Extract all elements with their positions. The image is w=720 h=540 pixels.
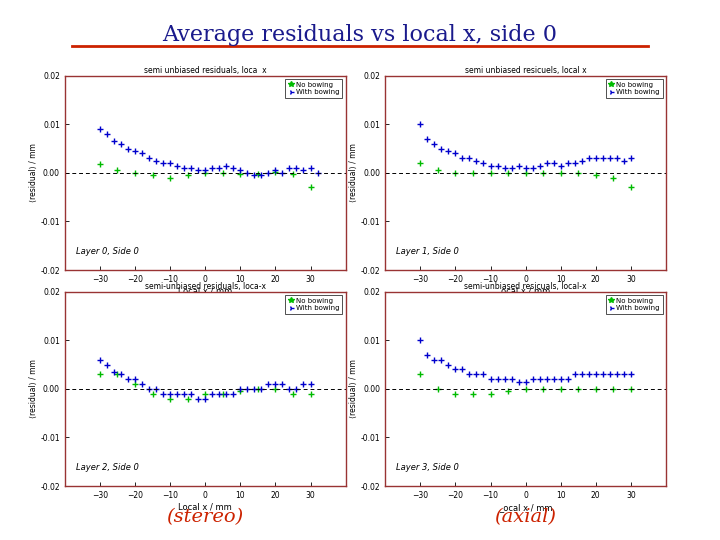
Title: semi-unbiased residuals, loca-x: semi-unbiased residuals, loca-x bbox=[145, 282, 266, 291]
Legend: No bowing, With bowing: No bowing, With bowing bbox=[606, 295, 662, 314]
Legend: No bowing, With bowing: No bowing, With bowing bbox=[285, 295, 342, 314]
Legend: No bowing, With bowing: No bowing, With bowing bbox=[285, 79, 342, 98]
Text: Layer 2, Side 0: Layer 2, Side 0 bbox=[76, 463, 139, 472]
Y-axis label: ⟨residual⟩ / mm: ⟨residual⟩ / mm bbox=[29, 359, 37, 418]
Text: Layer 3, Side 0: Layer 3, Side 0 bbox=[397, 463, 459, 472]
Legend: No bowing, With bowing: No bowing, With bowing bbox=[606, 79, 662, 98]
Text: Layer 0, Side 0: Layer 0, Side 0 bbox=[76, 247, 139, 256]
Text: Layer 1, Side 0: Layer 1, Side 0 bbox=[397, 247, 459, 256]
Title: semi unbiased resicuels, local x: semi unbiased resicuels, local x bbox=[465, 66, 586, 75]
Y-axis label: ⟨residual⟩ / mm: ⟨residual⟩ / mm bbox=[349, 359, 358, 418]
X-axis label: ocal x / mm: ocal x / mm bbox=[501, 287, 550, 295]
Text: Average residuals vs local x, side 0: Average residuals vs local x, side 0 bbox=[163, 24, 557, 46]
X-axis label: Local x / mm: Local x / mm bbox=[179, 503, 232, 511]
Text: (axial): (axial) bbox=[495, 509, 557, 526]
Text: (stereo): (stereo) bbox=[166, 509, 244, 526]
X-axis label: _ocal x / mm: _ocal x / mm bbox=[499, 503, 552, 511]
Title: semi-unbiased resicuals, local-x: semi-unbiased resicuals, local-x bbox=[464, 282, 587, 291]
Y-axis label: ⟨residual⟩ / mm: ⟨residual⟩ / mm bbox=[29, 143, 37, 202]
Title: semi unbiased residuals, loca  x: semi unbiased residuals, loca x bbox=[144, 66, 266, 75]
X-axis label: l ocal x / mm: l ocal x / mm bbox=[178, 287, 233, 295]
Y-axis label: ⟨residual⟩ / mm: ⟨residual⟩ / mm bbox=[349, 143, 358, 202]
